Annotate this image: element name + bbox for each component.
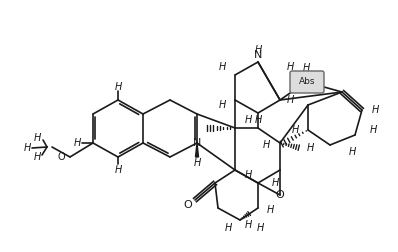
Text: H: H (23, 143, 31, 153)
Text: H: H (254, 45, 262, 55)
Text: H: H (286, 62, 294, 72)
Text: H: H (266, 205, 274, 215)
Text: H: H (306, 143, 314, 153)
FancyBboxPatch shape (290, 71, 324, 93)
Polygon shape (195, 143, 199, 157)
Text: H: H (33, 133, 41, 143)
Text: H: H (114, 82, 122, 92)
Text: H: H (254, 115, 262, 125)
Text: O: O (183, 200, 192, 210)
Text: O: O (276, 190, 285, 200)
Text: H: H (291, 125, 298, 135)
Text: N: N (254, 50, 262, 60)
Text: H: H (302, 63, 310, 73)
Text: H: H (286, 95, 294, 105)
Text: H: H (371, 105, 378, 115)
Text: H: H (244, 220, 252, 230)
Text: H: H (219, 100, 226, 110)
Text: O: O (57, 152, 65, 162)
Text: H: H (73, 138, 81, 148)
Text: H: H (33, 152, 41, 162)
Text: H: H (256, 223, 264, 233)
Text: H: H (219, 62, 226, 72)
Text: H: H (271, 178, 279, 188)
Text: H: H (244, 115, 252, 125)
Text: H: H (262, 140, 270, 150)
Text: H: H (369, 125, 377, 135)
Text: H: H (224, 223, 232, 233)
Text: H: H (348, 147, 356, 157)
Text: N: N (193, 138, 201, 148)
Text: H: H (114, 165, 122, 175)
Text: H: H (193, 158, 201, 168)
Text: Abs: Abs (299, 78, 315, 86)
Text: H: H (244, 170, 252, 180)
